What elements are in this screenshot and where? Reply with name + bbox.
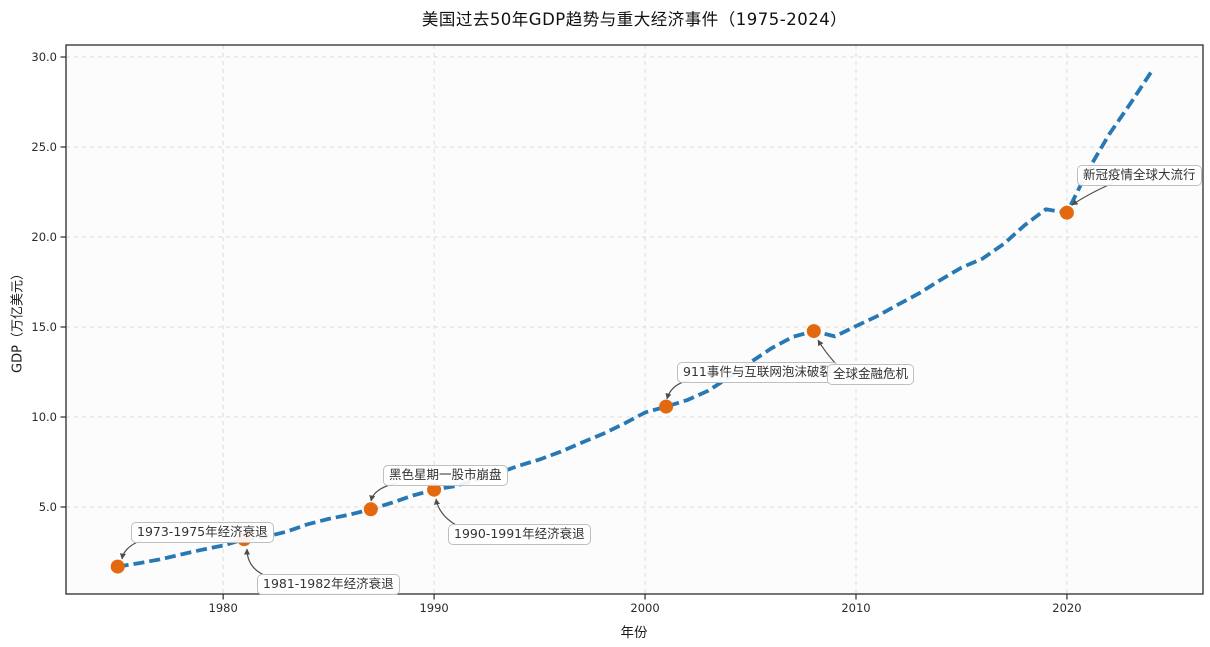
event-marker [806,324,821,339]
event-marker [659,399,674,414]
gdp-line [117,70,1153,569]
annotation-box: 黑色星期一股市崩盘 [383,465,508,486]
annotation-box: 1990-1991年经济衰退 [448,524,591,545]
y-tick-label: 25.0 [31,140,57,154]
annotation-arrow [817,339,837,365]
annotation-box: 全球金融危机 [827,364,915,385]
y-tick-label: 20.0 [31,230,57,244]
annotation-arrow [244,548,265,576]
x-tick-label: 2010 [841,601,870,615]
chart-title: 美国过去50年GDP趋势与重大经济事件（1975-2024） [421,10,848,29]
axis-spines [65,44,1204,595]
x-tick-label: 2000 [630,601,659,615]
y-axis-title: GDP（万亿美元） [10,267,26,373]
event-marker [1059,205,1074,220]
event-marker [110,559,125,574]
y-tick-label: 15.0 [31,320,57,334]
event-marker [363,502,378,517]
x-axis-title: 年份 [620,625,648,641]
y-tick-label: 30.0 [31,50,57,64]
y-tick-label: 5.0 [39,500,57,514]
annotation-box: 911事件与互联网泡沫破裂 [677,362,838,383]
x-tick-label: 2020 [1052,601,1081,615]
y-tick-label: 10.0 [31,410,57,424]
event-marker [427,482,442,497]
annotation-box: 1973-1975年经济衰退 [131,522,274,543]
x-tick-label: 1980 [209,601,238,615]
x-tick-label: 1990 [419,601,448,615]
annotation-box: 1981-1982年经济衰退 [257,574,400,595]
annotation-box: 新冠疫情全球大流行 [1077,165,1202,186]
annotation-arrow [434,498,457,526]
plot-background [66,45,1203,594]
